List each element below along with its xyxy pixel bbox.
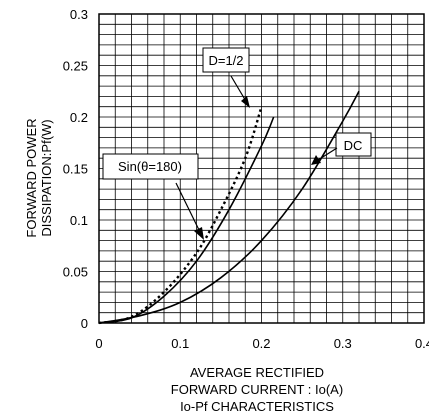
y-tick-label: 0.1 [70, 213, 88, 228]
annotation-d-half: D=1/2 [208, 53, 243, 68]
arrowhead-sin [194, 227, 204, 240]
y-tick-labels: 0 0.05 0.1 0.15 0.2 0.25 0.3 [63, 7, 88, 331]
annotation-box-sin [102, 153, 199, 180]
x-tick-label: 0.4 [415, 336, 429, 351]
annotation-box-dc [335, 132, 372, 157]
x-tick-label: 0 [95, 336, 102, 351]
annotation-arrow-sin [175, 182, 201, 233]
annotation-dc: DC [344, 138, 363, 153]
x-axis-label-line1: AVERAGE RECTIFIED [190, 365, 324, 380]
series-line-dc [98, 90, 360, 324]
annotation-sin: Sin(θ=180) [118, 159, 182, 174]
chart-series [98, 90, 360, 325]
y-tick-label: 0 [81, 316, 88, 331]
y-axis-label-line1: FORWARD POWER [24, 118, 39, 237]
x-tick-label: 0.2 [252, 336, 270, 351]
annotation-box-d-half [202, 47, 250, 73]
chart-grid [99, 14, 424, 323]
arrowhead-dc [311, 155, 321, 165]
y-tick-label: 0.2 [70, 110, 88, 125]
chart-title: Io-Pf CHARACTERISTICS [180, 399, 334, 414]
y-tick-label: 0.15 [63, 162, 88, 177]
arrowhead-d-half [241, 96, 250, 108]
y-tick-label: 0.05 [63, 265, 88, 280]
x-tick-labels: 0 0.1 0.2 0.3 0.4 [95, 336, 429, 351]
y-tick-label: 0.3 [70, 7, 88, 22]
x-tick-label: 0.1 [171, 336, 189, 351]
y-axis-label-line2: DISSIPATION:Pf(W) [39, 119, 54, 236]
plot-frame [98, 13, 425, 324]
x-tick-label: 0.3 [334, 336, 352, 351]
x-axis-label-line2: FORWARD CURRENT : Io(A) [171, 382, 343, 397]
y-tick-label: 0.25 [63, 59, 88, 74]
annotation-arrow-dc [317, 147, 338, 161]
